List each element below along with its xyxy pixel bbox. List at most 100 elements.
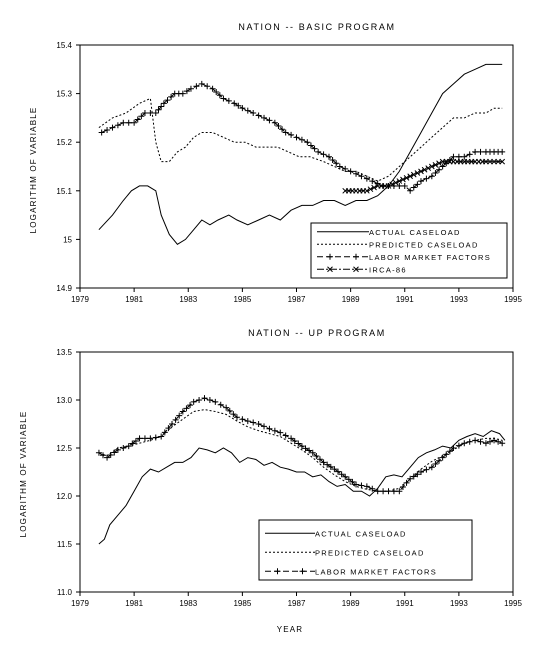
chart2-series-3-point: [266, 425, 273, 432]
chart2-series-3-point: [250, 419, 257, 426]
chart1-y-tick-label: 15.4: [56, 41, 72, 50]
chart1-series-4-point: [491, 158, 497, 165]
chart2-series-3-point: [353, 481, 360, 488]
chart1-legend-marker-4: [353, 266, 359, 273]
chart1-ylabel: LOGARITHM OF VARIABLE: [29, 107, 38, 234]
chart2-series-3-point: [446, 448, 453, 455]
chart2-y-tick-label: 11.5: [57, 540, 73, 549]
chart1-y-tick-label: 15.3: [56, 90, 72, 99]
chart2-series-3-point: [104, 454, 111, 461]
chart2-series-3-point: [190, 398, 197, 405]
chart1-y-tick-label: 14.9: [56, 284, 72, 293]
chart1-series-line-3: [101, 83, 503, 192]
chart1-legend-label-4: IRCA-86: [369, 265, 407, 274]
chart1-series-3-point: [320, 151, 327, 158]
chart2-y-tick-label: 13.5: [56, 348, 72, 357]
chart2-series-3-point: [244, 418, 251, 425]
chart2-series-3-point: [179, 408, 186, 415]
chart1-series-3-point: [147, 110, 154, 117]
chart2-series-3-point: [217, 401, 224, 408]
chart2-series-3-point: [277, 429, 284, 436]
chart1-series-3-point: [120, 119, 127, 126]
chart2-series-3-point: [385, 488, 392, 495]
chart2-series-3-point: [390, 488, 397, 495]
chart2-series-3-point: [100, 452, 107, 459]
chart1-series-4-point: [371, 184, 377, 191]
chart1-series-3-point: [293, 134, 300, 141]
chart2-series-3-point: [334, 468, 341, 475]
chart1-series-3-point: [432, 169, 439, 176]
chart2-series-3-point: [461, 440, 468, 447]
chart1-x-tick-label: 1993: [450, 295, 468, 304]
chart1-series-3-point: [333, 160, 340, 167]
chart1-x-tick-label: 1979: [71, 295, 89, 304]
chart2-series-3-point: [223, 404, 230, 411]
chart1-series-3-point: [396, 182, 403, 189]
chart2-series-3-point: [374, 488, 381, 495]
chart2-series-3-point: [345, 476, 352, 483]
chart1-series-3-point: [216, 92, 223, 99]
chart1-series-4-point: [385, 183, 392, 189]
chart1-series-3-point: [250, 110, 257, 117]
chart2-legend-box: [258, 519, 473, 581]
chart1-series-3-point: [436, 166, 443, 173]
chart2-series-3-point: [495, 438, 502, 445]
chart1-series-3-point: [198, 80, 205, 87]
chart1-series-3-point: [472, 148, 479, 155]
chart2-series-3-point: [320, 459, 327, 466]
chart1-series-3-point: [179, 90, 186, 97]
chart1-series-3-point: [271, 119, 278, 126]
chart2-series-3-point: [486, 438, 493, 445]
chart2-y-tick-label: 13.0: [56, 396, 72, 405]
chart2-series-3-point: [132, 437, 139, 444]
chart1-series-4-point: [407, 173, 414, 180]
chart2-series-3-point: [282, 432, 289, 439]
chart2-legend-marker-3: [274, 568, 281, 575]
chart1-y-tick-label: 15: [63, 235, 72, 244]
chart2-series-3-point: [369, 485, 376, 492]
chart2-series-3-point: [302, 445, 309, 452]
chart1-series-3-point: [183, 88, 190, 95]
chart1-series-4-point: [403, 174, 410, 181]
chart2-series-3-point: [499, 440, 506, 447]
chart1-series-3-point: [439, 163, 446, 170]
chart2-series-3-point: [306, 447, 313, 454]
chart1-series-4-point: [487, 158, 493, 165]
chart2-series-3-point: [466, 438, 473, 445]
chart1-series-3-point: [358, 173, 365, 180]
chart2-legend-label-3: LABOR MARKET FACTORS: [315, 567, 437, 576]
chart1-series-3-point: [125, 119, 132, 126]
chart1-plot: 14.9 15 15.1 15.2 15.3 15.4 1979 1981 1983 1985 19…: [56, 41, 522, 304]
chart1-series-3-point: [363, 175, 370, 182]
chart1-series-3-point: [401, 182, 408, 189]
chart1-series-3-point: [466, 151, 473, 158]
chart2-series-3-point: [183, 405, 190, 412]
chart1-legend-label-2: PREDICTED CASELOAD: [369, 240, 479, 249]
chart2-series-3-point: [477, 438, 484, 445]
chart1-series-3-point: [244, 107, 251, 114]
chart2-series-3-point: [410, 473, 417, 480]
chart1-plot-frame: [79, 44, 514, 289]
chart2-legend-label-1: ACTUAL CASELOAD: [315, 529, 407, 538]
chart2-series-3-point: [324, 461, 331, 468]
chart2-series-3-point: [298, 443, 305, 450]
chart1-series-3-point: [168, 93, 175, 100]
chart1-series-3-point: [225, 97, 232, 104]
chart2-series-3-point: [271, 427, 278, 434]
chart2-series-3-point: [107, 452, 114, 459]
chart1-series-3-point: [209, 85, 216, 92]
chart1-series-3-point: [104, 127, 111, 134]
chart1-series-3-point: [138, 113, 145, 120]
chart2-series-3-point: [423, 466, 430, 473]
chart2-series-line-2: [98, 409, 503, 492]
chart1-series-3-point: [134, 116, 141, 123]
chart1-series-4-point: [400, 176, 406, 183]
chart1-series-3-point: [279, 126, 286, 133]
chart1-series-3-point: [288, 131, 295, 138]
chart2-plot: 11.0 11.5 12.0 12.5 13.0 13.5 1979 1981 1983 1985…: [56, 348, 522, 608]
chart2-series-3-point: [212, 398, 219, 405]
chart2-series-3-point: [399, 484, 406, 491]
chart1-series-3-point: [407, 187, 414, 194]
chart1-series-3-point: [369, 178, 376, 185]
